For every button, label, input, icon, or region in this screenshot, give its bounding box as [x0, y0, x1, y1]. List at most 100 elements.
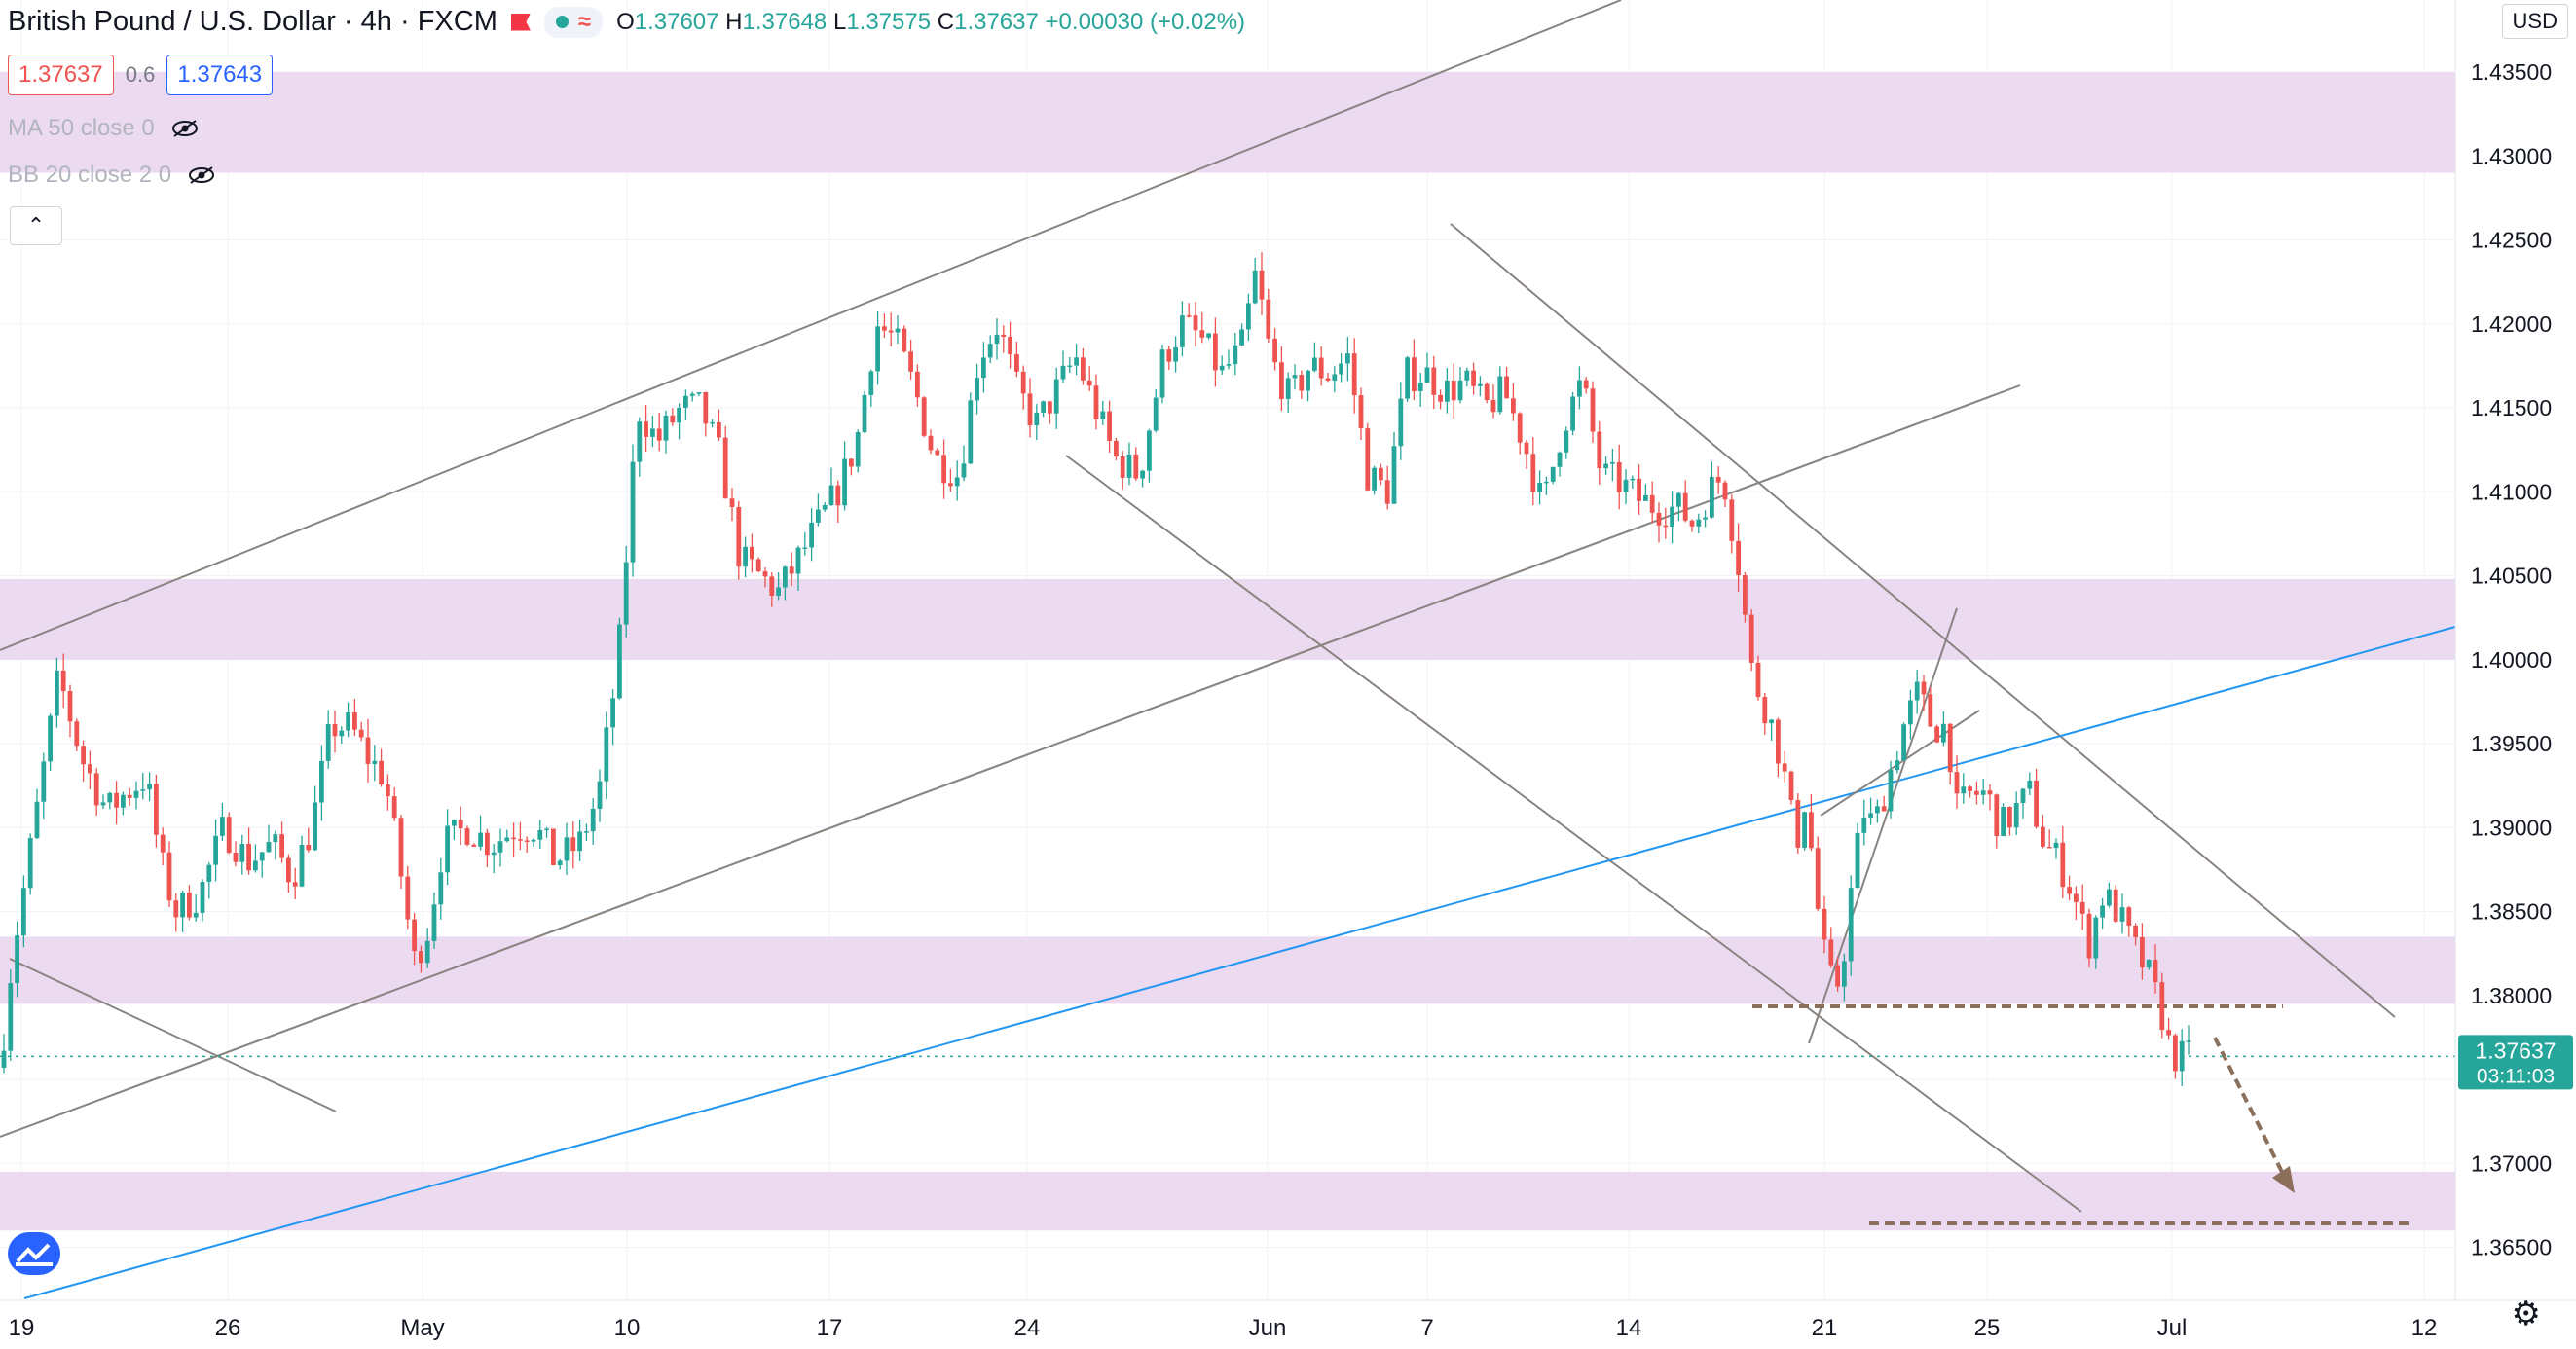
candle-body	[1384, 480, 1390, 504]
flag-icon[interactable]	[510, 13, 531, 31]
candle-body	[1577, 380, 1582, 397]
candle-body	[2093, 917, 2099, 959]
candle	[921, 396, 927, 438]
price-tag-bg	[2458, 1035, 2573, 1090]
sell-button[interactable]: 1.37637	[8, 55, 114, 95]
candle-body	[193, 912, 199, 918]
candle	[1736, 523, 1741, 592]
eye-off-icon[interactable]	[187, 165, 216, 185]
candle-body	[968, 400, 974, 464]
candle-body	[74, 721, 80, 747]
candle-body	[1994, 794, 2000, 837]
candle	[1312, 342, 1317, 373]
candle-body	[48, 715, 53, 762]
candle-body	[391, 796, 397, 819]
candle	[2153, 944, 2158, 994]
candle	[1861, 799, 1867, 846]
candle	[246, 827, 251, 875]
candle-body	[1504, 376, 1509, 399]
candle	[1332, 366, 1338, 393]
eye-off-icon[interactable]	[170, 119, 200, 138]
candle	[663, 410, 669, 454]
candle-body	[1908, 700, 1913, 725]
candle-body	[226, 817, 232, 854]
candle	[656, 412, 662, 452]
ascending-trendline-blue	[23, 626, 2456, 1299]
candle-body	[1649, 494, 1655, 513]
down-line-middle	[1065, 455, 2082, 1213]
candle	[166, 841, 172, 907]
symbol-title[interactable]: British Pound / U.S. Dollar · 4h · FXCM	[8, 6, 497, 37]
candle	[1504, 366, 1509, 399]
candle-body	[1954, 772, 1960, 794]
candle	[941, 439, 946, 499]
candle	[795, 545, 801, 591]
candle	[27, 833, 33, 895]
candle	[478, 815, 483, 851]
candle	[1895, 750, 1900, 774]
candle	[206, 862, 212, 899]
candle-body	[239, 844, 245, 862]
indicator-bb[interactable]: BB 20 close 2 0	[8, 162, 216, 189]
candle	[696, 392, 702, 397]
ohlc-values: O1.37607 H1.37648 L1.37575 C1.37637 +0.0…	[616, 8, 1246, 35]
candle-body	[604, 727, 609, 782]
candle	[1855, 822, 1860, 889]
candle	[1339, 353, 1343, 383]
candle-body	[1987, 790, 1993, 795]
candle-body	[1782, 763, 1787, 772]
candle-body	[1279, 362, 1284, 399]
candle	[590, 798, 596, 845]
candle	[828, 467, 834, 507]
candle-body	[1259, 270, 1265, 300]
candle	[1682, 480, 1688, 523]
candle	[2100, 897, 2105, 930]
candle-body	[1583, 380, 1589, 389]
candle-body	[1748, 614, 1754, 663]
candle	[882, 313, 887, 338]
market-status-pill[interactable]: ≈	[543, 6, 604, 38]
candle	[1048, 400, 1052, 424]
candle-body	[1014, 354, 1019, 372]
candle-body	[1391, 446, 1397, 504]
candle-body	[670, 415, 676, 423]
candle	[961, 445, 967, 482]
candle-body	[789, 566, 794, 574]
candle	[975, 363, 979, 415]
rising-wedge-left	[1808, 607, 1958, 1044]
currency-button[interactable]: USD	[2501, 4, 2568, 39]
candle-body	[1842, 961, 1847, 987]
candle	[1729, 494, 1735, 554]
candle-body	[1001, 334, 1007, 337]
candle	[1345, 337, 1350, 382]
candle	[617, 617, 622, 700]
candle	[987, 335, 993, 364]
buy-button[interactable]: 1.37643	[166, 55, 274, 95]
candle-body	[1120, 456, 1125, 478]
candle-body	[1431, 367, 1437, 395]
collapse-legend-button[interactable]: ⌃	[10, 206, 62, 245]
candle	[1365, 422, 1371, 492]
time-tick-label: 12	[2411, 1315, 2438, 1341]
candle	[1776, 717, 1781, 778]
candle	[1213, 317, 1218, 387]
candle-body	[121, 794, 126, 808]
candle-body	[816, 509, 821, 523]
candle	[531, 838, 536, 847]
indicator-ma[interactable]: MA 50 close 0	[8, 115, 200, 142]
gear-icon[interactable]: ⚙	[2511, 1295, 2541, 1332]
candle	[1537, 470, 1542, 505]
candle-body	[663, 415, 669, 441]
candle-body	[133, 790, 139, 798]
candle-body	[809, 522, 814, 548]
candle-body	[180, 892, 185, 918]
candle	[133, 781, 139, 810]
candle-body	[537, 829, 543, 840]
candle-body	[286, 857, 291, 883]
candle	[557, 858, 563, 870]
tradingview-logo-icon[interactable]	[8, 1232, 60, 1275]
candle-body	[1828, 939, 1834, 966]
candle-body	[34, 801, 40, 839]
candle-body	[1921, 681, 1927, 695]
